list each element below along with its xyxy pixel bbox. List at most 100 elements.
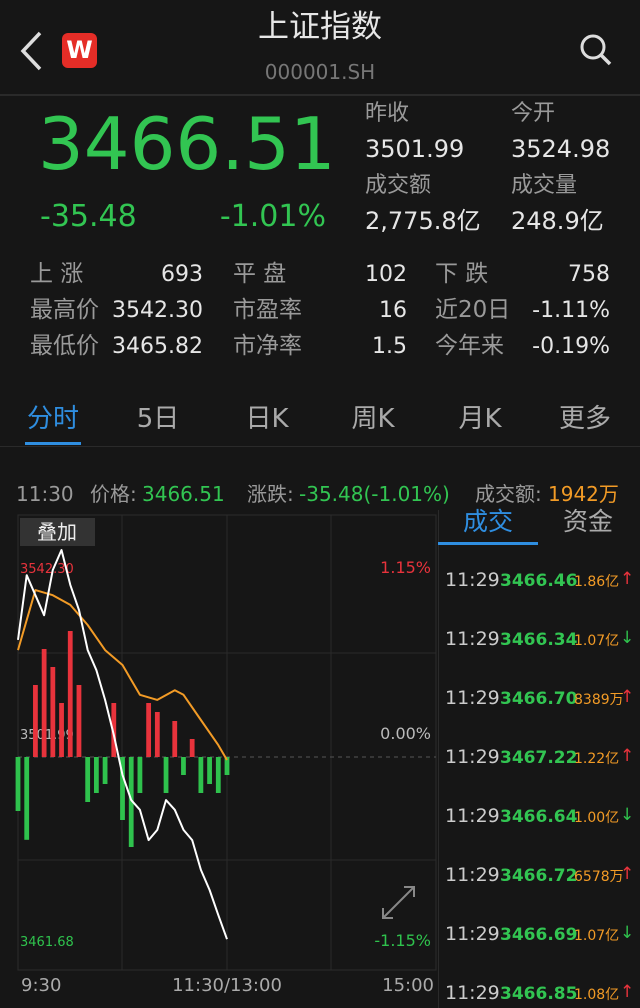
volume-bar (24, 757, 30, 840)
tab[interactable]: 日K (245, 404, 289, 434)
info-price: 3466.51 (142, 482, 225, 506)
stat-label: 上 涨 (30, 261, 84, 287)
field-label: 今开 (511, 101, 556, 126)
price-line (17, 549, 228, 940)
divider (0, 446, 640, 447)
field-label: 成交额 (365, 173, 432, 198)
volume-bar (128, 757, 134, 847)
y-tick-label: 3542.30 (20, 562, 74, 577)
volume-bar (67, 631, 73, 757)
volume-bar (33, 685, 38, 757)
volume-bar (102, 757, 108, 784)
trade-volume: 1.00亿 (574, 810, 620, 826)
trade-price: 3466.85 (500, 984, 578, 1004)
trade-price: 3466.72 (500, 866, 578, 886)
trade-time: 11:29 (445, 687, 500, 709)
volume-bar (215, 757, 221, 793)
y-tick-label: 3461.68 (20, 935, 74, 950)
info-change: -35.48(-1.01%) (299, 482, 450, 506)
field-value: 248.9亿 (511, 207, 604, 235)
trade-arrow: ↑ (620, 687, 635, 707)
volume-bar (146, 703, 152, 757)
search-button[interactable] (578, 32, 614, 68)
y2-tick-label: 0.00% (380, 724, 431, 743)
trade-arrow: ↑ (620, 982, 635, 1002)
tab-underline (25, 442, 81, 445)
volume-bar (172, 721, 178, 757)
divider (0, 94, 640, 96)
trade-volume: 1.22亿 (574, 751, 620, 767)
volume-bar (85, 757, 91, 802)
tab[interactable]: 月K (458, 404, 502, 434)
tab[interactable]: 更多 (558, 404, 611, 434)
stat-value: 758 (568, 262, 610, 287)
trade-time: 11:29 (445, 569, 500, 591)
volume-bar (198, 757, 204, 793)
info-label: 涨跌: (247, 482, 294, 506)
info-time: 11:30 (16, 482, 74, 506)
field-value: 2,775.8亿 (365, 207, 481, 235)
stat-value: 3465.82 (112, 334, 203, 359)
overlay-button-bg[interactable] (20, 518, 95, 546)
field-value: 3524.98 (511, 135, 611, 163)
x-tick-label: 11:30/13:00 (172, 975, 282, 996)
stat-label: 今年来 (435, 333, 504, 359)
stat-value: 693 (161, 262, 203, 287)
volume-bar (50, 667, 56, 757)
stat-value: 102 (365, 262, 407, 287)
trade-volume: 6578万 (574, 869, 624, 885)
info-label: 成交额: (475, 482, 542, 506)
volume-bar (111, 703, 117, 757)
volume-bar (93, 757, 99, 793)
field-label: 昨收 (365, 101, 410, 126)
volume-bar (154, 712, 160, 757)
field-label: 成交量 (511, 173, 578, 198)
expand-button[interactable] (382, 886, 415, 919)
volume-bar (137, 757, 143, 793)
volume-bar (163, 757, 169, 793)
tab[interactable]: 5日 (136, 404, 180, 434)
stat-label: 最高价 (30, 297, 99, 323)
trade-volume: 8389万 (574, 692, 624, 708)
trade-volume: 1.86亿 (574, 574, 620, 590)
overlay-button[interactable]: 叠加 (37, 520, 77, 544)
divider (438, 510, 439, 1008)
volume-bar (76, 685, 82, 757)
stat-value: 16 (379, 298, 407, 323)
y-tick-label: 3501.99 (20, 728, 74, 743)
change-pct: -1.01% (219, 199, 326, 234)
trade-tab[interactable]: 资金 (562, 507, 613, 536)
trade-arrow: ↓ (620, 923, 635, 943)
stat-label: 近20日 (435, 297, 511, 323)
x-tick-label: 9:30 (21, 975, 61, 996)
volume-bar (120, 757, 125, 820)
volume-bar (189, 739, 195, 757)
stat-label: 市净率 (233, 333, 302, 359)
trade-time: 11:29 (445, 628, 500, 650)
trade-volume: 1.08亿 (574, 987, 620, 1003)
x-tick-label: 15:00 (382, 975, 434, 996)
trade-tab[interactable]: 成交 (462, 507, 513, 536)
volume-bar (181, 757, 186, 775)
trade-price: 3466.64 (500, 807, 578, 827)
back-button[interactable] (18, 30, 44, 72)
trade-price: 3467.22 (500, 748, 578, 768)
app-badge[interactable]: W (62, 33, 97, 68)
trade-arrow: ↑ (620, 864, 635, 884)
stat-label: 下 跌 (435, 261, 489, 287)
info-amount: 1942万 (548, 482, 619, 506)
trade-price: 3466.46 (500, 571, 578, 591)
trade-time: 11:29 (445, 805, 500, 827)
stat-value: 3542.30 (112, 298, 203, 323)
change: -35.48 (40, 199, 137, 234)
trade-tab-underline (438, 542, 538, 545)
price: 3466.51 (38, 102, 336, 186)
page-code: 000001.SH (264, 60, 376, 84)
trade-arrow: ↓ (620, 628, 635, 648)
stat-value: 1.5 (372, 334, 407, 359)
trade-arrow: ↑ (620, 569, 635, 589)
volume-bar (41, 649, 47, 757)
tab[interactable]: 周K (351, 404, 395, 434)
tab[interactable]: 分时 (26, 404, 79, 434)
